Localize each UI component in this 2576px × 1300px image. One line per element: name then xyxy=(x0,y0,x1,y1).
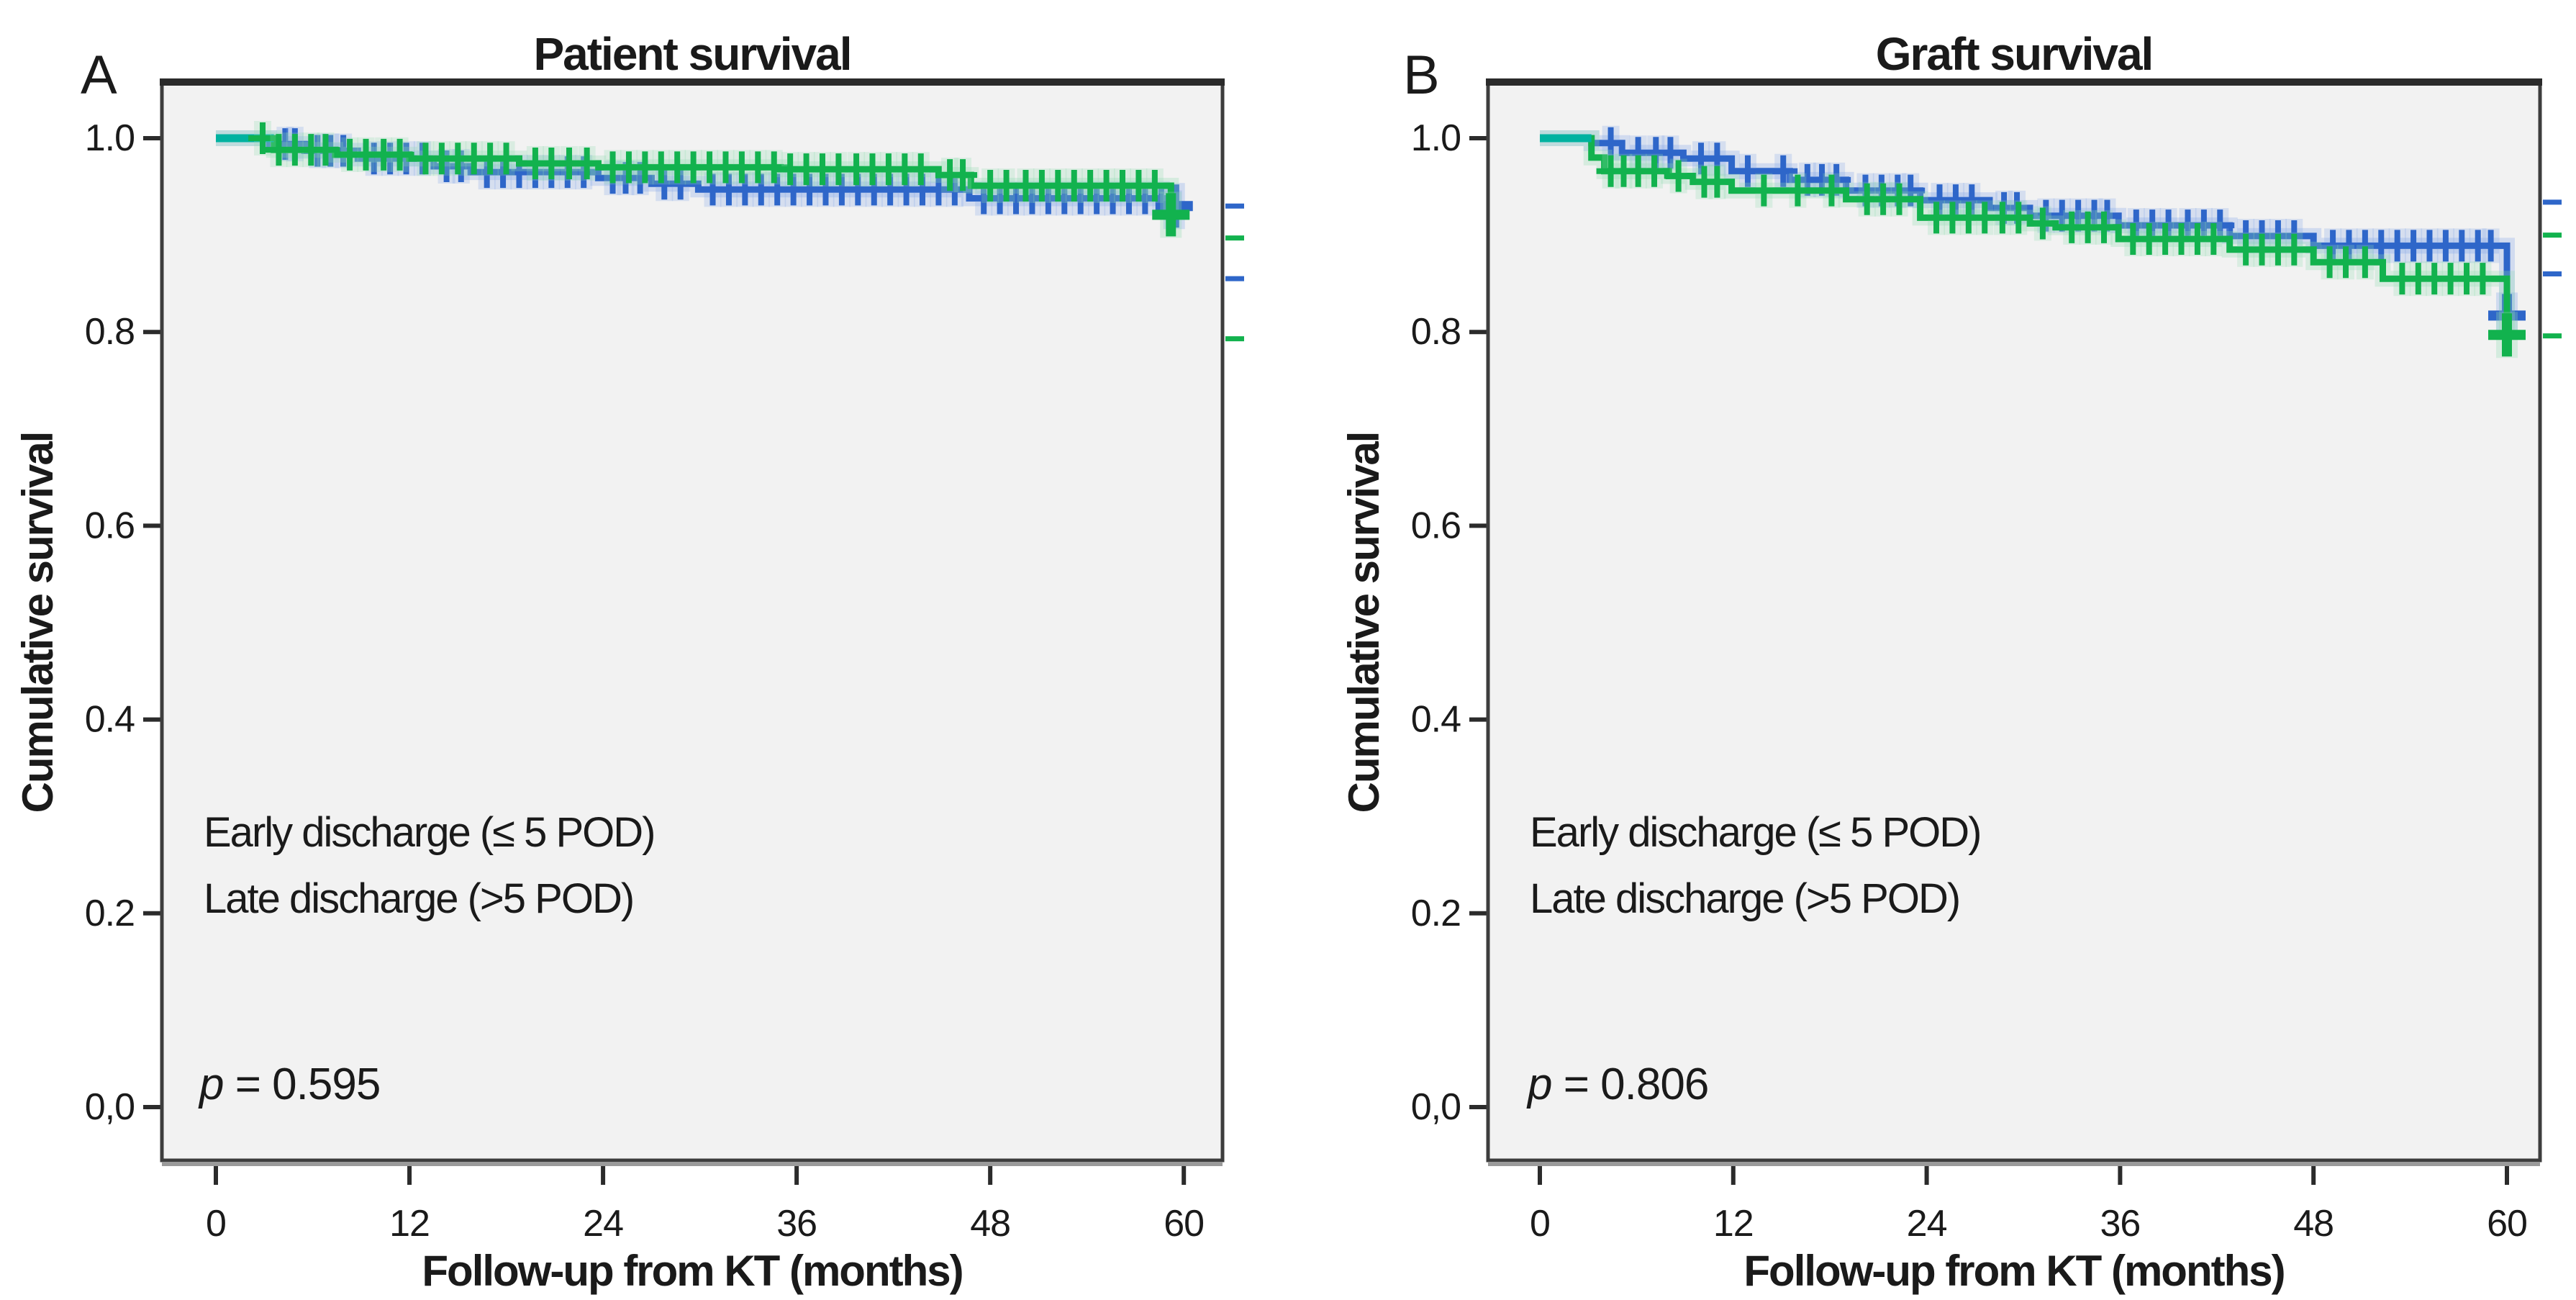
svg-text:0.6: 0.6 xyxy=(85,505,135,546)
p-value: p = 0.806 xyxy=(1526,1060,1708,1109)
svg-text:24: 24 xyxy=(1907,1203,1947,1245)
x-axis: 0 12 24 36 48 60 xyxy=(1530,1160,2528,1245)
legend-early-discharge: Early discharge (≤ 5 POD) xyxy=(204,809,655,856)
svg-text:1.0: 1.0 xyxy=(85,117,135,159)
patient-survival-chart: A Patient survival 1.0 0.8 0.6 0.4 0.2 0,0 0 1… xyxy=(14,28,1244,1295)
panel-letter: A xyxy=(81,45,117,106)
km-curves xyxy=(1540,125,2526,358)
km-curves xyxy=(216,121,1193,238)
chart-title: Graft survival xyxy=(1876,28,2153,80)
p-value-number: = 0.595 xyxy=(223,1060,380,1109)
x-axis-title: Follow-up from KT (months) xyxy=(1743,1247,2284,1295)
svg-text:0.6: 0.6 xyxy=(1411,505,1461,546)
svg-text:0,0: 0,0 xyxy=(85,1086,135,1128)
svg-text:12: 12 xyxy=(389,1203,430,1245)
chart-title: Patient survival xyxy=(533,28,851,80)
x-axis: 0 12 24 36 48 60 xyxy=(206,1160,1205,1245)
p-value-number: = 0.806 xyxy=(1551,1060,1708,1109)
p-symbol: p xyxy=(1526,1060,1551,1109)
svg-text:0.8: 0.8 xyxy=(85,311,135,353)
svg-text:36: 36 xyxy=(776,1203,817,1245)
svg-text:24: 24 xyxy=(583,1203,623,1245)
legend-late-discharge: Late discharge (>5 POD) xyxy=(1530,875,1959,922)
right-edge-marks xyxy=(2543,199,2562,339)
svg-text:0.4: 0.4 xyxy=(85,699,135,741)
svg-text:0.2: 0.2 xyxy=(1411,893,1461,934)
svg-text:1.0: 1.0 xyxy=(1411,117,1461,159)
svg-text:0.4: 0.4 xyxy=(1411,699,1461,741)
early-censor-marks xyxy=(248,121,1169,203)
panel-letter: B xyxy=(1403,45,1439,106)
panel-patient-survival: A Patient survival 1.0 0.8 0.6 0.4 0.2 0,0 0 1… xyxy=(14,28,1244,1295)
svg-text:48: 48 xyxy=(2293,1203,2334,1245)
p-value: p = 0.595 xyxy=(198,1060,380,1109)
early-censor-marks xyxy=(1596,153,2498,297)
y-axis-title: Cumulative survival xyxy=(14,433,62,813)
svg-text:0: 0 xyxy=(206,1203,226,1245)
svg-text:12: 12 xyxy=(1713,1203,1754,1245)
svg-text:0.8: 0.8 xyxy=(1411,311,1461,353)
panel-graft-survival: B Graft survival 1.0 0.8 0.6 0.4 0.2 0,0 0 12 2… xyxy=(1288,0,2576,1300)
y-axis-title: Cumulative survival xyxy=(1340,433,1388,813)
svg-text:60: 60 xyxy=(2487,1203,2527,1245)
plot-area xyxy=(162,82,1223,1160)
svg-text:48: 48 xyxy=(970,1203,1010,1245)
graft-survival-chart: B Graft survival 1.0 0.8 0.6 0.4 0.2 0,0 0 12 2… xyxy=(1340,28,2562,1295)
x-axis-title: Follow-up from KT (months) xyxy=(422,1247,962,1295)
right-edge-marks xyxy=(1225,203,1244,342)
y-axis: 1.0 0.8 0.6 0.4 0.2 0,0 xyxy=(1411,117,1488,1128)
svg-text:0,0: 0,0 xyxy=(1411,1086,1461,1128)
svg-text:0: 0 xyxy=(1530,1203,1550,1245)
p-symbol: p xyxy=(198,1060,223,1109)
svg-text:60: 60 xyxy=(1164,1203,1204,1245)
legend-early-discharge: Early discharge (≤ 5 POD) xyxy=(1530,809,1981,856)
svg-text:36: 36 xyxy=(2100,1203,2140,1245)
svg-text:0.2: 0.2 xyxy=(85,893,135,934)
legend-late-discharge: Late discharge (>5 POD) xyxy=(204,875,633,922)
y-axis: 1.0 0.8 0.6 0.4 0.2 0,0 xyxy=(85,117,162,1128)
